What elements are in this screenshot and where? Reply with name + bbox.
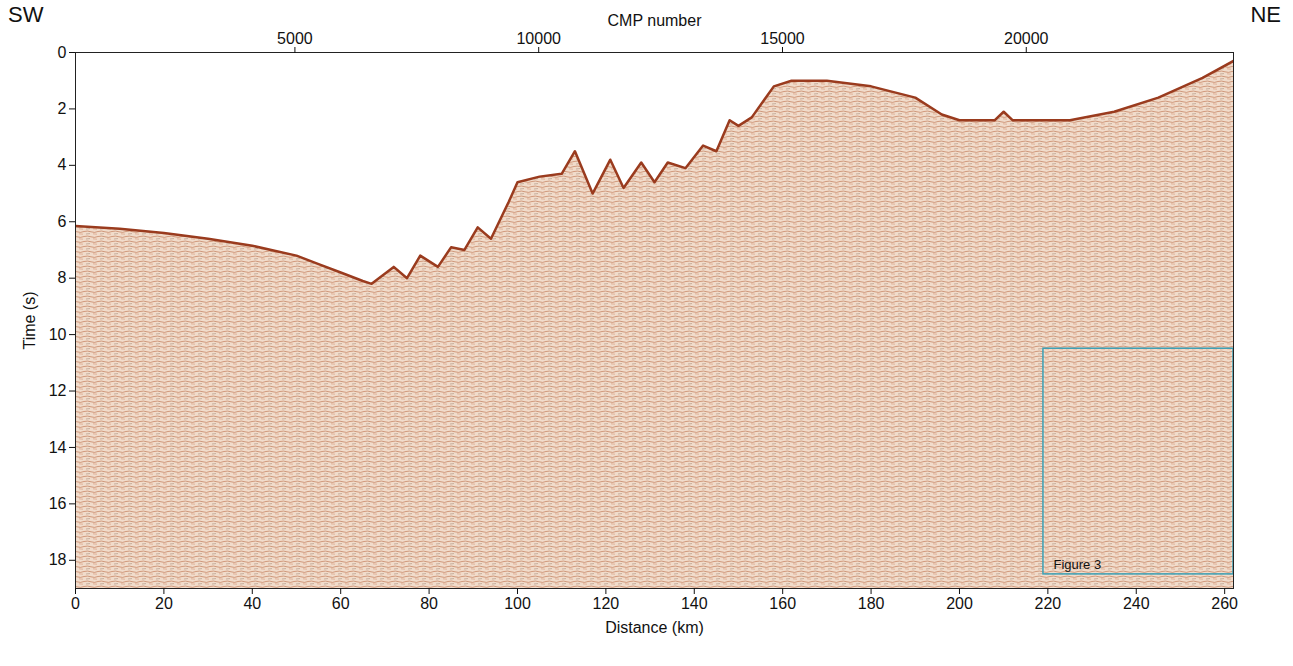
svg-text:10000: 10000 <box>516 30 561 47</box>
svg-text:160: 160 <box>769 595 796 612</box>
svg-text:12: 12 <box>49 382 67 399</box>
svg-text:200: 200 <box>946 595 973 612</box>
svg-text:20: 20 <box>155 595 173 612</box>
svg-text:140: 140 <box>681 595 708 612</box>
svg-text:100: 100 <box>504 595 531 612</box>
svg-text:5000: 5000 <box>277 30 313 47</box>
svg-text:260: 260 <box>1211 595 1238 612</box>
svg-text:220: 220 <box>1035 595 1062 612</box>
svg-text:20000: 20000 <box>1004 30 1049 47</box>
svg-text:120: 120 <box>593 595 620 612</box>
svg-text:15000: 15000 <box>760 30 805 47</box>
svg-text:14: 14 <box>49 439 67 456</box>
svg-text:60: 60 <box>332 595 350 612</box>
svg-text:8: 8 <box>58 269 67 286</box>
svg-text:16: 16 <box>49 495 67 512</box>
svg-text:10: 10 <box>49 326 67 343</box>
svg-text:2: 2 <box>58 100 67 117</box>
svg-text:0: 0 <box>71 595 80 612</box>
svg-text:18: 18 <box>49 551 67 568</box>
svg-text:80: 80 <box>420 595 438 612</box>
svg-text:CMP number: CMP number <box>608 12 703 29</box>
svg-text:Distance (km): Distance (km) <box>605 619 704 636</box>
html-text:SW: SW <box>8 2 44 27</box>
html-text:NE: NE <box>1250 2 1281 27</box>
svg-text:0: 0 <box>58 44 67 61</box>
svg-text:240: 240 <box>1123 595 1150 612</box>
svg-text:4: 4 <box>58 156 67 173</box>
svg-text:40: 40 <box>243 595 261 612</box>
svg-text:6: 6 <box>58 213 67 230</box>
svg-text:Time (s): Time (s) <box>21 291 38 349</box>
svg-text:180: 180 <box>858 595 885 612</box>
svg-text:Figure 3: Figure 3 <box>1053 557 1101 572</box>
